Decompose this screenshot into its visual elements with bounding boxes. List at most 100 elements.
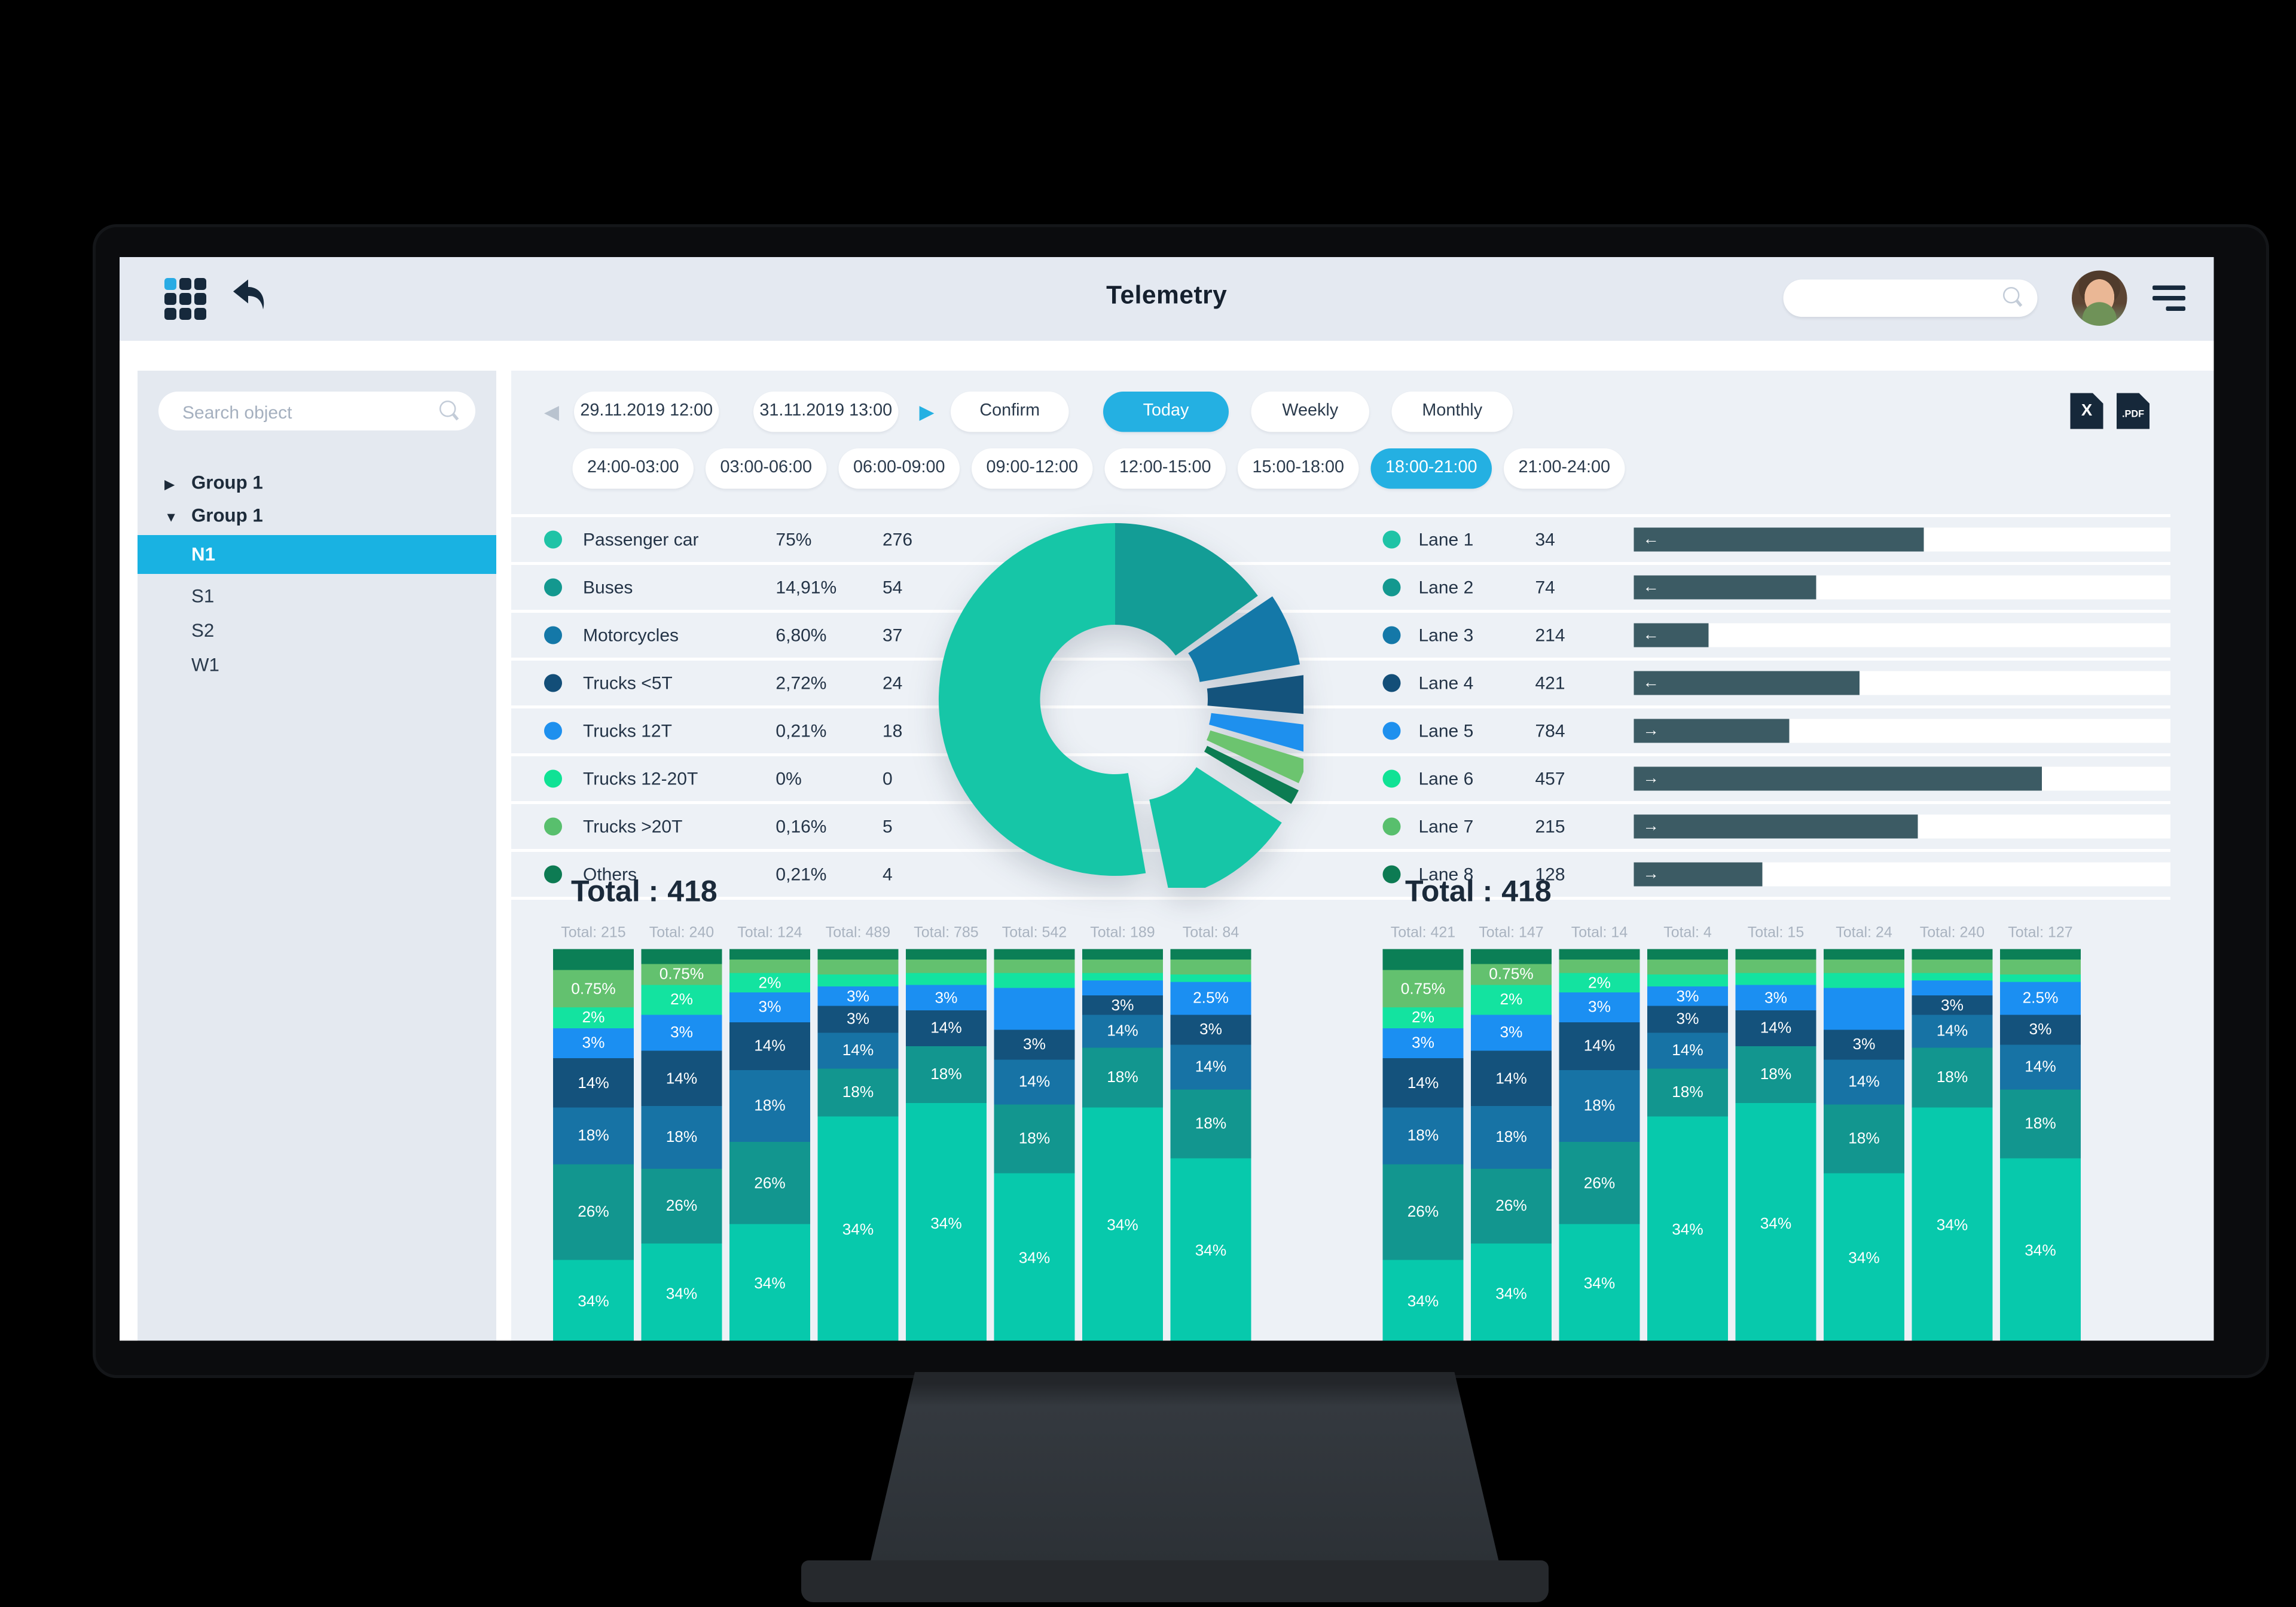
prev-date-icon[interactable]: ◀ <box>544 401 559 423</box>
tab-weekly[interactable]: Weekly <box>1251 392 1369 432</box>
stacked-bar-column: Total: 147 0.75% 2% 3% 14% 18% 26% 34% <box>1471 925 1552 1341</box>
bar-segment <box>2000 960 2081 974</box>
bar-segment: 2% <box>1559 973 1640 992</box>
sidebar-search-input[interactable] <box>179 392 425 433</box>
sidebar-item-s1[interactable]: S1 <box>191 586 215 607</box>
column-total-label: Total: 24 <box>1836 925 1892 942</box>
time-slot-18:00-21:00[interactable]: 18:00-21:00 <box>1370 448 1492 489</box>
avatar[interactable] <box>2072 270 2127 326</box>
bar-segment: 3% <box>1735 985 1816 1010</box>
bar-segment <box>553 949 634 970</box>
column-total-label: Total: 147 <box>1479 925 1544 942</box>
bar-segment: 34% <box>1170 1158 1251 1341</box>
bar-segment: 3% <box>553 1028 634 1058</box>
stats-rows: Passenger car 75% 276 Lane 1 34 ← Buses 14,91% 5… <box>511 514 2170 900</box>
sidebar-item-s2[interactable]: S2 <box>191 620 215 641</box>
sidebar-group[interactable]: ▶ Group 1 <box>138 466 496 499</box>
sidebar-group-label: Group 1 <box>191 505 263 526</box>
search-icon <box>2003 287 2020 304</box>
lane-row: Lane 2 74 ← <box>1382 575 2170 600</box>
time-slot-03:00-06:00[interactable]: 03:00-06:00 <box>706 448 827 489</box>
hamburger-menu-icon[interactable] <box>2152 285 2185 313</box>
total-left: Total :418 <box>571 876 718 909</box>
legend-dot <box>544 817 562 836</box>
bar-segment: 14% <box>1471 1050 1552 1106</box>
stats-row: Others 0,21% 4 Lane 8 128 → <box>511 852 2170 900</box>
sidebar-item-n1[interactable]: N1 <box>138 535 496 574</box>
topbar-search-input[interactable] <box>1801 279 2002 320</box>
time-slot-12:00-15:00[interactable]: 12:00-15:00 <box>1104 448 1226 489</box>
bar-segment: 34% <box>906 1103 987 1341</box>
vehicle-count: 37 <box>882 625 903 646</box>
bar-segment: 34% <box>553 1260 634 1341</box>
stacked-bar-column: Total: 489 3% 3% 14% 18% 34% <box>817 925 899 1341</box>
confirm-button[interactable]: Confirm <box>951 392 1069 432</box>
lane-bar-track: ← <box>1634 623 2170 647</box>
tab-today[interactable]: Today <box>1103 392 1229 432</box>
vehicle-legend-row: Others 0,21% 4 <box>544 864 957 885</box>
lane-count: 457 <box>1535 768 1565 789</box>
bar-segment: 3% <box>1912 995 1993 1015</box>
stats-row: Trucks <5T 2,72% 24 Lane 4 421 ← <box>511 661 2170 708</box>
bar-segment <box>1824 949 1904 960</box>
next-date-icon[interactable]: ▶ <box>919 401 935 423</box>
bar-segment <box>1912 960 1993 973</box>
lane-count: 421 <box>1535 673 1565 693</box>
sidebar-item-w1[interactable]: W1 <box>191 655 219 676</box>
bar-segment <box>1170 974 1251 982</box>
stats-row: Trucks 12T 0,21% 18 Lane 5 784 → <box>511 708 2170 756</box>
bar-segment: 0.75% <box>641 964 722 985</box>
vehicle-count: 54 <box>882 577 903 598</box>
export-excel-button[interactable]: X <box>2071 393 2103 429</box>
chevron-right-icon[interactable]: ▶ <box>164 476 175 492</box>
date-to-field[interactable]: 31.11.2019 13:00 <box>753 392 899 432</box>
back-icon[interactable] <box>230 275 269 314</box>
vehicle-name: Buses <box>583 577 633 598</box>
bar-segment: 34% <box>1082 1107 1163 1341</box>
right-arrow-icon: → <box>1642 722 1660 740</box>
app-grid-icon[interactable] <box>164 278 209 320</box>
right-arrow-icon: → <box>1642 865 1660 884</box>
search-icon <box>439 401 456 417</box>
lane-name: Lane 5 <box>1418 720 1474 741</box>
monitor-stand-base <box>801 1560 1549 1602</box>
sidebar-group[interactable]: ▼ Group 1 <box>138 499 496 532</box>
donut-slice-trucks-12t <box>1209 713 1312 753</box>
bar-segment <box>906 973 987 985</box>
stacked-bar-column: Total: 124 2% 3% 14% 18% 26% 34% <box>729 925 810 1341</box>
time-slot-09:00-12:00[interactable]: 09:00-12:00 <box>972 448 1093 489</box>
tab-monthly[interactable]: Monthly <box>1391 392 1513 432</box>
bar-segment: 3% <box>729 992 810 1022</box>
bar-segment: 14% <box>2000 1044 2081 1090</box>
column-total-label: Total: 127 <box>2008 925 2073 942</box>
lane-bar-fill: → <box>1634 719 1790 743</box>
chevron-down-icon[interactable]: ▼ <box>164 509 178 525</box>
bar-segment <box>729 949 810 960</box>
bar-segment <box>2000 949 2081 960</box>
bar-segment <box>1082 949 1163 960</box>
bar-segment: 3% <box>1647 986 1728 1006</box>
bar-segment: 34% <box>1824 1173 1904 1341</box>
legend-dot <box>544 578 562 597</box>
bar-segment: 14% <box>817 1032 899 1069</box>
bar-segment: 0.75% <box>553 970 634 1007</box>
bar-segment: 18% <box>1382 1107 1464 1165</box>
time-slot-15:00-18:00[interactable]: 15:00-18:00 <box>1238 448 1359 489</box>
bar-segment: 34% <box>2000 1158 2081 1341</box>
time-slot-21:00-24:00[interactable]: 21:00-24:00 <box>1504 448 1625 489</box>
export-pdf-button[interactable]: .PDF <box>2117 393 2150 429</box>
vehicle-name: Passenger car <box>583 529 699 550</box>
bar-segment: 26% <box>553 1164 634 1260</box>
time-slot-06:00-09:00[interactable]: 06:00-09:00 <box>838 448 960 489</box>
bar-segment: 14% <box>1824 1059 1904 1105</box>
lane-row: Lane 7 215 → <box>1382 814 2170 839</box>
right-arrow-icon: → <box>1642 769 1660 788</box>
lane-row: Lane 5 784 → <box>1382 719 2170 743</box>
time-slot-24:00-03:00[interactable]: 24:00-03:00 <box>572 448 694 489</box>
bar-segment <box>994 949 1075 960</box>
bar-segment <box>1912 980 1993 995</box>
lane-dot <box>1382 530 1401 549</box>
bar-segment <box>1082 980 1163 995</box>
date-from-field[interactable]: 29.11.2019 12:00 <box>574 392 719 432</box>
